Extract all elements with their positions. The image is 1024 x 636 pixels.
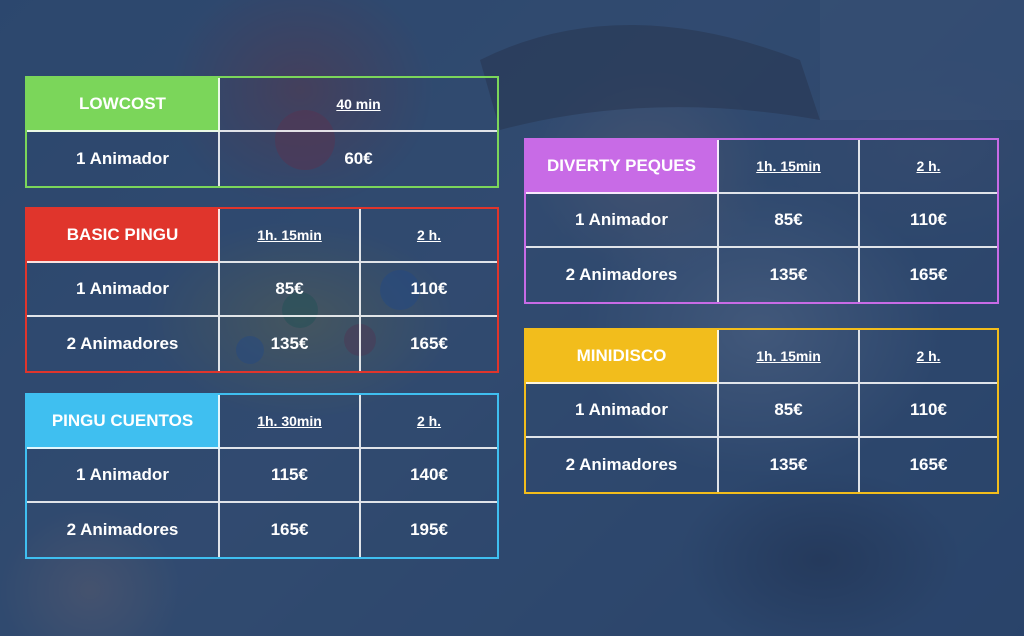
lowcost-row-1-label: 1 Animador (27, 132, 220, 186)
minidisco-title: MINIDISCO (526, 330, 719, 384)
diverty-peques-row-2-price-1: 135€ (719, 248, 860, 302)
diverty-peques-price-table: DIVERTY PEQUES 1h. 15min 2 h. 1 Animador… (524, 138, 999, 304)
pingu-cuentos-row-1-label: 1 Animador (27, 449, 220, 503)
basic-pingu-row-2-price-1: 135€ (220, 317, 361, 371)
pingu-cuentos-row-1-price-2: 140€ (361, 449, 497, 503)
minidisco-duration-2: 2 h. (860, 330, 997, 384)
lowcost-title: LOWCOST (27, 78, 220, 132)
basic-pingu-row-2-label: 2 Animadores (27, 317, 220, 371)
pingu-cuentos-row-2-label: 2 Animadores (27, 503, 220, 557)
pingu-cuentos-price-table: PINGU CUENTOS 1h. 30min 2 h. 1 Animador … (25, 393, 499, 559)
basic-pingu-price-table: BASIC PINGU 1h. 15min 2 h. 1 Animador 85… (25, 207, 499, 373)
minidisco-row-2-label: 2 Animadores (526, 438, 719, 492)
diverty-peques-row-2-price-2: 165€ (909, 265, 948, 284)
pingu-cuentos-row-2-price-1: 165€ (220, 503, 361, 557)
minidisco-row-1-price-2: 110€ (860, 384, 997, 438)
lowcost-duration-1: 40 min (220, 78, 497, 132)
pingu-cuentos-title: PINGU CUENTOS (27, 395, 220, 449)
pingu-cuentos-duration-2: 2 h. (361, 395, 497, 449)
minidisco-row-1-label: 1 Animador (526, 384, 719, 438)
pingu-cuentos-duration-1: 1h. 30min (220, 395, 361, 449)
diverty-peques-duration-1: 1h. 15min (719, 140, 860, 194)
minidisco-price-table: MINIDISCO 1h. 15min 2 h. 1 Animador 85€ … (524, 328, 999, 494)
basic-pingu-title: BASIC PINGU (27, 209, 220, 263)
minidisco-row-1-price-1: 85€ (719, 384, 860, 438)
basic-pingu-row-1-label: 1 Animador (27, 263, 220, 317)
pingu-cuentos-row-1-price-1: 115€ (220, 449, 361, 503)
diverty-peques-row-1-price-1: 85€ (719, 194, 860, 248)
pingu-cuentos-row-2-price-2: 195€ (410, 520, 448, 539)
diverty-peques-row-1-price-2: 110€ (860, 194, 997, 248)
diverty-peques-row-2-label: 2 Animadores (526, 248, 719, 302)
diverty-peques-duration-2: 2 h. (860, 140, 997, 194)
basic-pingu-row-2-price-2: 165€ (410, 334, 448, 353)
minidisco-row-2-price-2: 165€ (909, 455, 948, 474)
basic-pingu-row-1-price-1: 85€ (220, 263, 361, 317)
minidisco-duration-1: 1h. 15min (719, 330, 860, 384)
diverty-peques-row-1-label: 1 Animador (526, 194, 719, 248)
basic-pingu-duration-2: 2 h. (361, 209, 497, 263)
diverty-peques-title: DIVERTY PEQUES (526, 140, 719, 194)
lowcost-price-table: LOWCOST 40 min 1 Animador 60€ (25, 76, 499, 188)
minidisco-row-2-price-1: 135€ (719, 438, 860, 492)
basic-pingu-duration-1: 1h. 15min (220, 209, 361, 263)
lowcost-row-1-price-1: 60€ (344, 149, 373, 168)
basic-pingu-row-1-price-2: 110€ (361, 263, 497, 317)
